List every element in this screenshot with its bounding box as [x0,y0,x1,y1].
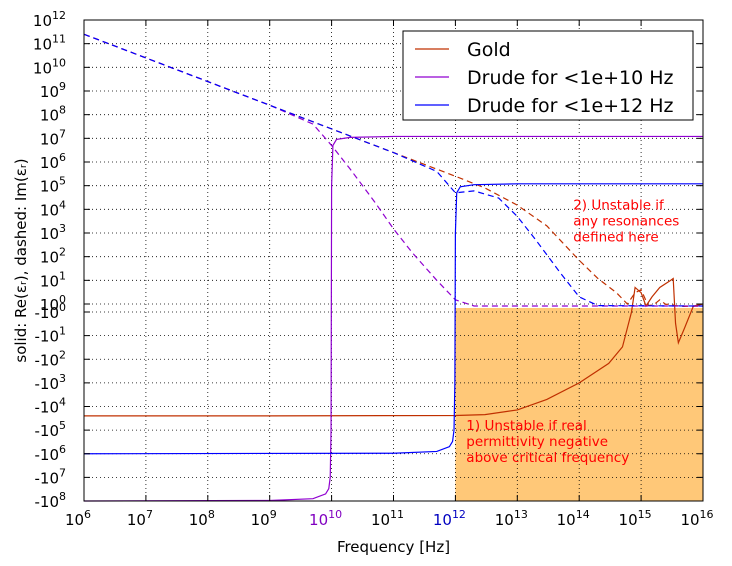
tick-layer: 106 107 108 109 1010 1011 1012 1013 1014 1015 1016… [33,9,714,529]
x-tick-label: 1011 [371,508,404,529]
annotation-2: 1) Unstable if real permittivity negative… [466,418,629,466]
y-tick-label: -105 [35,419,67,440]
legend-label: Drude for <1e+10 Hz [467,67,674,89]
y-tick-label: 1010 [33,56,66,77]
x-tick-label: 107 [127,508,153,529]
x-axis-label: Frequency [Hz] [337,538,450,556]
y-tick-label: 106 [40,151,66,172]
legend-label: Drude for <1e+12 Hz [467,95,674,117]
y-tick-label: -106 [35,443,67,464]
legend: Gold Drude for <1e+10 Hz Drude for <1e+12 … [402,30,694,121]
y-tick-label: 103 [40,222,66,243]
y-axis-label: solid: Re(εᵣ), dashed: Im(εᵣ) [12,158,30,362]
y-tick-label: -107 [35,466,67,487]
x-tick-label: 1015 [619,508,652,529]
y-tick-label: 1011 [33,33,66,54]
series-2-real-line [83,135,703,502]
series-layer [83,33,704,502]
x-tick-label: 109 [251,508,277,529]
series-2-imag-line [83,33,703,307]
x-tick-label: 1013 [495,508,528,529]
x-tick-label: 1014 [557,508,590,529]
series-3-imag-line [83,33,704,307]
y-tick-label: -103 [35,372,67,393]
y-tick-label: 1012 [33,9,66,30]
y-tick-label: 100 [40,293,66,314]
legend-label: Gold [467,39,511,61]
y-tick-label: -100 [35,301,67,322]
series-3-real-line [83,183,703,455]
x-tick-label: 108 [189,508,215,529]
y-tick-label: -102 [35,348,67,369]
y-tick-label: -108 [35,490,67,511]
y-tick-label: 102 [40,246,66,267]
y-tick-label: 104 [40,198,66,219]
annotation-layer: 2) Unstable if any resonances defined here… [466,197,679,466]
y-tick-label: 105 [40,175,66,196]
y-tick-label: -101 [35,325,67,346]
annotation-1: 2) Unstable if any resonances defined here [573,197,679,245]
series-1-real-line [84,277,704,417]
y-tick-label: 109 [40,80,66,101]
legend-box [402,30,694,121]
x-tick-label: 106 [65,508,91,529]
x-tick-label: 1010 [309,508,342,529]
x-tick-label: 1012 [433,508,466,529]
y-tick-label: 108 [40,104,66,125]
y-tick-label: 107 [40,127,66,148]
y-tick-label: 101 [40,269,66,290]
y-tick-label: -104 [35,396,67,417]
x-tick-label: 1016 [680,508,713,529]
